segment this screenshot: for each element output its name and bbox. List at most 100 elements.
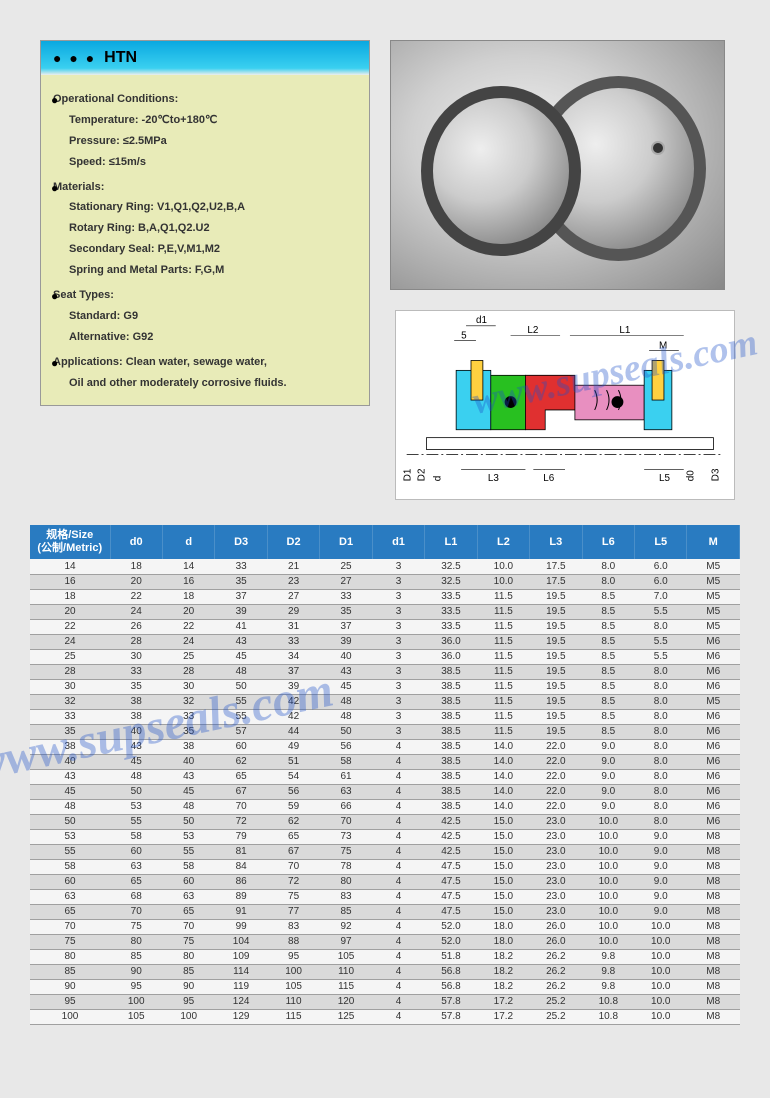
table-cell: 30 xyxy=(162,679,214,694)
table-cell: 33 xyxy=(215,559,267,574)
table-row: 9510095124110120457.817.225.210.810.0M8 xyxy=(30,994,740,1009)
table-cell: 4 xyxy=(372,889,424,904)
diagram-svg: d1 5 L2 L1 M L3 L6 L5 D1 D2 d d0 D3 xyxy=(396,311,734,499)
table-cell: 35 xyxy=(320,604,372,619)
spec-stationary: Stationary Ring: V1,Q1,Q2,U2,B,A xyxy=(69,197,351,218)
table-cell: M5 xyxy=(687,559,740,574)
table-cell: 8.5 xyxy=(582,649,634,664)
table-cell: 39 xyxy=(267,679,319,694)
table-cell: 26.0 xyxy=(530,919,582,934)
table-cell: 8.5 xyxy=(582,694,634,709)
table-cell: 50 xyxy=(30,814,110,829)
table-cell: 15.0 xyxy=(477,814,529,829)
table-cell: 18.0 xyxy=(477,919,529,934)
table-row: 80858010995105451.818.226.29.810.0M8 xyxy=(30,949,740,964)
table-cell: 23.0 xyxy=(530,874,582,889)
table-cell: 8.0 xyxy=(635,619,687,634)
table-cell: 14 xyxy=(30,559,110,574)
header-col: d0 xyxy=(110,525,162,559)
table-cell: M6 xyxy=(687,649,740,664)
table-cell: 33.5 xyxy=(425,589,477,604)
table-cell: 38 xyxy=(30,739,110,754)
table-row: 434843655461438.514.022.09.08.0M6 xyxy=(30,769,740,784)
table-cell: 8.0 xyxy=(635,694,687,709)
table-cell: 8.5 xyxy=(582,589,634,604)
table-cell: 38 xyxy=(162,739,214,754)
table-cell: 33 xyxy=(267,634,319,649)
table-cell: 85 xyxy=(110,949,162,964)
table-cell: 8.0 xyxy=(635,769,687,784)
table-cell: 28 xyxy=(162,664,214,679)
table-row: 303530503945338.511.519.58.58.0M6 xyxy=(30,679,740,694)
table-cell: 58 xyxy=(320,754,372,769)
table-cell: 95 xyxy=(110,979,162,994)
table-cell: 20 xyxy=(30,604,110,619)
spec-panel: ● ● ● HTN Operational Conditions: Temper… xyxy=(40,40,370,406)
table-cell: 27 xyxy=(320,574,372,589)
spec-spring: Spring and Metal Parts: F,G,M xyxy=(69,260,351,281)
table-cell: 10.0 xyxy=(582,829,634,844)
table-cell: M8 xyxy=(687,949,740,964)
table-cell: 68 xyxy=(110,889,162,904)
table-cell: 15.0 xyxy=(477,829,529,844)
table-cell: 8.0 xyxy=(635,709,687,724)
table-row: 657065917785447.515.023.010.09.0M8 xyxy=(30,904,740,919)
table-header-row: 规格/Size (公制/Metric) d0dD3D2D1d1L1L2L3L6L… xyxy=(30,525,740,559)
table-cell: 18.0 xyxy=(477,934,529,949)
table-row: 242824433339336.011.519.58.55.5M6 xyxy=(30,634,740,649)
table-cell: 22.0 xyxy=(530,769,582,784)
table-cell: 63 xyxy=(320,784,372,799)
table-cell: 4 xyxy=(372,814,424,829)
table-cell: 23 xyxy=(267,574,319,589)
spec-secondary: Secondary Seal: P,E,V,M1,M2 xyxy=(69,239,351,260)
spec-speed: Speed: ≤15m/s xyxy=(69,152,351,173)
table-cell: 26.0 xyxy=(530,934,582,949)
table-cell: 8.5 xyxy=(582,679,634,694)
table-cell: 53 xyxy=(162,829,214,844)
dim-L6: L6 xyxy=(543,473,554,484)
table-cell: 11.5 xyxy=(477,694,529,709)
table-cell: 38.5 xyxy=(425,784,477,799)
table-cell: 89 xyxy=(215,889,267,904)
table-cell: 38.5 xyxy=(425,709,477,724)
table-cell: 5.5 xyxy=(635,604,687,619)
table-cell: 80 xyxy=(162,949,214,964)
title-dots-icon: ● ● ● xyxy=(53,50,96,66)
table-cell: 81 xyxy=(215,844,267,859)
table-cell: 85 xyxy=(320,904,372,919)
table-cell: 65 xyxy=(215,769,267,784)
table-cell: 4 xyxy=(372,949,424,964)
table-cell: 22.0 xyxy=(530,784,582,799)
table-cell: 77 xyxy=(267,904,319,919)
table-cell: 9.8 xyxy=(582,979,634,994)
table-cell: 4 xyxy=(372,874,424,889)
table-row: 707570998392452.018.026.010.010.0M8 xyxy=(30,919,740,934)
table-row: 354035574450338.511.519.58.58.0M6 xyxy=(30,724,740,739)
product-code: HTN xyxy=(104,49,137,67)
table-cell: 9.0 xyxy=(582,769,634,784)
table-cell: 26 xyxy=(110,619,162,634)
table-row: 7580751048897452.018.026.010.010.0M8 xyxy=(30,934,740,949)
table-cell: M8 xyxy=(687,904,740,919)
header-col: D3 xyxy=(215,525,267,559)
table-cell: 18 xyxy=(162,589,214,604)
applications-heading: Applications: Clean water, sewage water, xyxy=(53,352,351,373)
table-cell: 16 xyxy=(30,574,110,589)
header-col: L3 xyxy=(530,525,582,559)
table-cell: 41 xyxy=(215,619,267,634)
table-cell: M5 xyxy=(687,694,740,709)
table-cell: 4 xyxy=(372,784,424,799)
table-row: 162016352327332.510.017.58.06.0M5 xyxy=(30,574,740,589)
table-cell: 23.0 xyxy=(530,814,582,829)
table-cell: 45 xyxy=(110,754,162,769)
table-cell: 83 xyxy=(320,889,372,904)
table-cell: 30 xyxy=(110,649,162,664)
materials-heading: Materials: xyxy=(53,177,351,198)
dimension-table: 规格/Size (公制/Metric) d0dD3D2D1d1L1L2L3L6L… xyxy=(30,525,740,1025)
table-cell: 67 xyxy=(215,784,267,799)
table-cell: 35 xyxy=(110,679,162,694)
table-cell: 61 xyxy=(320,769,372,784)
table-cell: 40 xyxy=(320,649,372,664)
table-cell: 3 xyxy=(372,559,424,574)
table-cell: M8 xyxy=(687,994,740,1009)
